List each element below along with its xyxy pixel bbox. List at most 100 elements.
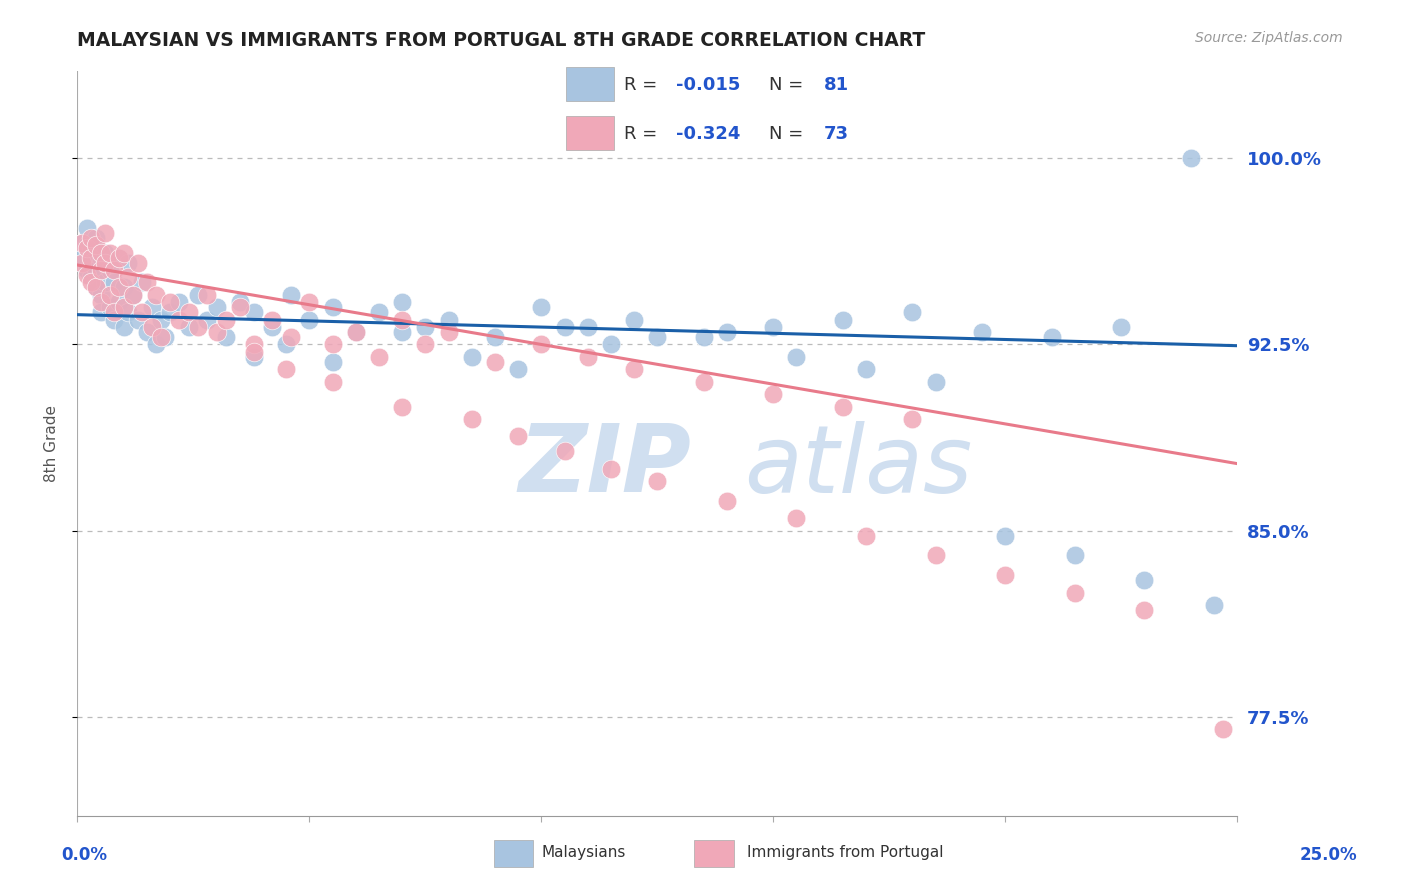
Point	[103, 276, 125, 290]
Point	[242, 350, 264, 364]
Point	[716, 325, 738, 339]
FancyBboxPatch shape	[565, 117, 614, 150]
Point	[84, 263, 107, 277]
Point	[215, 312, 238, 326]
Point	[391, 312, 413, 326]
Point	[70, 251, 93, 265]
FancyBboxPatch shape	[494, 839, 533, 867]
Point	[554, 444, 576, 458]
Point	[112, 300, 135, 314]
Point	[437, 325, 460, 339]
Point	[131, 305, 153, 319]
Point	[84, 230, 107, 244]
Point	[141, 320, 163, 334]
Point	[103, 263, 125, 277]
Point	[80, 230, 103, 244]
Point	[855, 528, 877, 542]
Point	[112, 320, 135, 334]
Point	[461, 412, 484, 426]
Point	[344, 325, 367, 339]
Point	[122, 287, 145, 301]
Point	[228, 300, 252, 314]
Point	[127, 255, 149, 269]
Point	[94, 245, 117, 260]
Point	[94, 276, 117, 290]
Point	[122, 287, 145, 301]
Point	[112, 280, 135, 294]
Point	[80, 276, 103, 290]
Point	[321, 300, 344, 314]
Point	[762, 387, 785, 401]
Point	[195, 287, 218, 301]
Point	[76, 241, 98, 255]
Point	[108, 251, 131, 265]
Text: 81: 81	[824, 76, 849, 94]
Point	[131, 276, 153, 290]
Point	[169, 312, 191, 326]
Point	[484, 355, 506, 369]
Text: N =: N =	[769, 125, 808, 143]
Point	[1040, 330, 1063, 344]
Point	[80, 251, 103, 265]
Point	[321, 375, 344, 389]
Text: Immigrants from Portugal: Immigrants from Portugal	[747, 846, 943, 860]
Point	[716, 494, 738, 508]
Point	[413, 337, 436, 351]
Point	[195, 312, 218, 326]
Point	[693, 330, 716, 344]
Text: ZIP: ZIP	[517, 420, 690, 512]
Point	[576, 320, 599, 334]
Point	[855, 362, 877, 376]
Point	[832, 312, 855, 326]
Point	[576, 350, 599, 364]
FancyBboxPatch shape	[565, 67, 614, 101]
Point	[98, 263, 121, 277]
Point	[321, 337, 344, 351]
Point	[554, 320, 576, 334]
Point	[298, 295, 321, 310]
Point	[187, 287, 209, 301]
Point	[391, 295, 413, 310]
Point	[262, 320, 284, 334]
Point	[70, 255, 93, 269]
Point	[127, 312, 149, 326]
Point	[901, 305, 924, 319]
Point	[98, 287, 121, 301]
Point	[98, 245, 121, 260]
Point	[117, 270, 139, 285]
Point	[90, 305, 111, 319]
Point	[391, 325, 413, 339]
Point	[108, 295, 131, 310]
Point	[1063, 585, 1085, 599]
Point	[76, 263, 98, 277]
Point	[506, 429, 529, 443]
Point	[623, 362, 645, 376]
Point	[972, 325, 994, 339]
Point	[159, 305, 181, 319]
Point	[103, 305, 125, 319]
FancyBboxPatch shape	[695, 839, 734, 867]
Point	[437, 312, 460, 326]
Point	[1133, 603, 1156, 617]
Point	[84, 280, 107, 294]
Point	[84, 238, 107, 252]
Point	[274, 337, 298, 351]
Point	[90, 295, 111, 310]
Point	[994, 528, 1017, 542]
Point	[108, 280, 131, 294]
Point	[600, 461, 623, 475]
Text: MALAYSIAN VS IMMIGRANTS FROM PORTUGAL 8TH GRADE CORRELATION CHART: MALAYSIAN VS IMMIGRANTS FROM PORTUGAL 8T…	[77, 31, 925, 50]
Text: 73: 73	[824, 125, 849, 143]
Point	[1202, 598, 1225, 612]
Point	[215, 330, 238, 344]
Point	[785, 511, 807, 525]
Point	[530, 300, 553, 314]
Point	[90, 263, 111, 277]
Point	[391, 400, 413, 414]
Point	[530, 337, 553, 351]
Text: Source: ZipAtlas.com: Source: ZipAtlas.com	[1195, 31, 1343, 45]
Point	[242, 345, 264, 359]
Text: R =: R =	[624, 76, 664, 94]
Point	[506, 362, 529, 376]
Point	[623, 312, 645, 326]
